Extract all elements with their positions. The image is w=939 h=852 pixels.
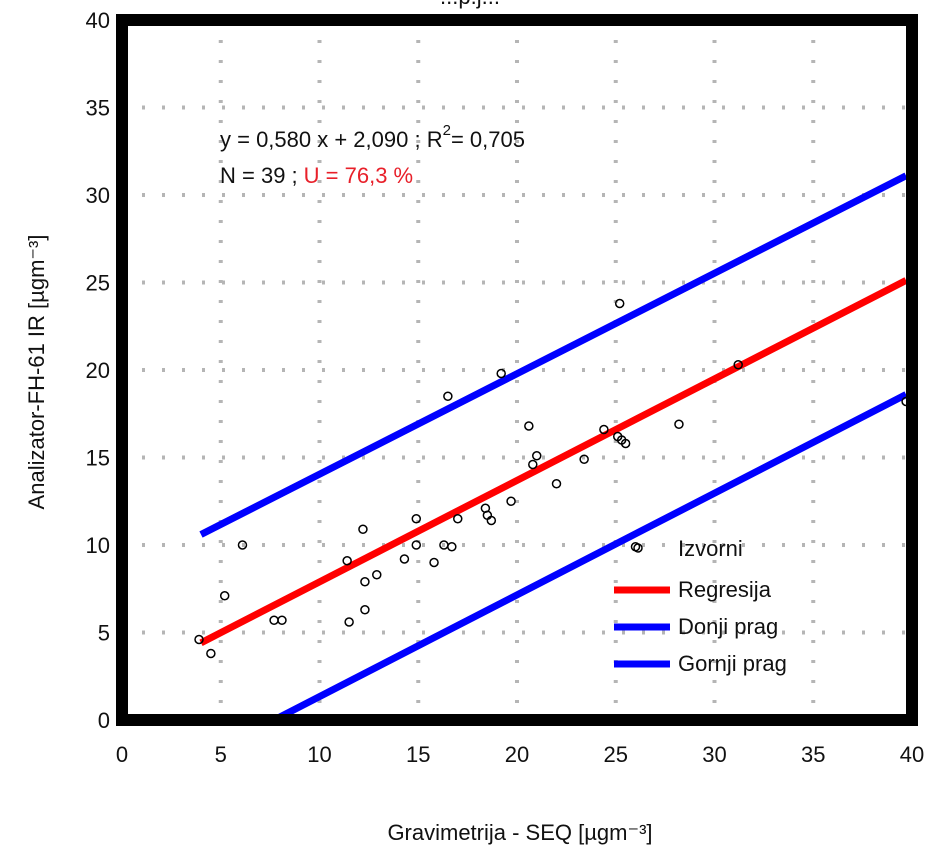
data-point xyxy=(733,360,743,370)
y-tick-labels: 0 5 10 15 20 25 30 35 40 xyxy=(86,8,110,733)
y-tick-label: 30 xyxy=(86,183,110,208)
y-tick-label: 15 xyxy=(86,446,110,471)
x-tick-label: 40 xyxy=(900,742,924,767)
data-point xyxy=(342,556,352,566)
data-point xyxy=(360,577,370,587)
data-point xyxy=(614,298,625,309)
n-count-text: N = 39 ; xyxy=(220,163,298,188)
data-point xyxy=(506,496,516,506)
legend-label-gornji-prag: Gornji prag xyxy=(678,651,787,676)
chart-title-fragment: ...p.j... xyxy=(440,0,500,9)
legend: Izvorni Regresija Donji prag Gornji prag xyxy=(614,536,787,676)
data-point xyxy=(360,605,370,615)
series-line-gornji-prag xyxy=(199,172,908,538)
data-point xyxy=(528,459,538,470)
data-point xyxy=(599,424,609,435)
data-point xyxy=(453,514,463,524)
data-point xyxy=(411,540,422,550)
data-point xyxy=(206,648,216,659)
data-point xyxy=(344,617,354,627)
x-tick-label: 30 xyxy=(702,742,726,767)
y-tick-label: 0 xyxy=(98,708,110,733)
data-point xyxy=(551,479,562,489)
plot-frame xyxy=(116,14,918,726)
data-point xyxy=(277,615,287,625)
data-point xyxy=(429,557,439,568)
x-tick-label: 20 xyxy=(505,742,529,767)
y-tick-label: 10 xyxy=(86,533,110,558)
data-point xyxy=(358,524,368,534)
legend-label-donji-prag: Donji prag xyxy=(678,614,778,639)
series-line-donji-prag xyxy=(272,391,908,724)
x-tick-label: 35 xyxy=(801,742,825,767)
x-tick-label: 15 xyxy=(406,742,430,767)
data-point xyxy=(447,542,457,552)
uncertainty-text: U = 76,3 % xyxy=(304,163,413,188)
data-point xyxy=(399,554,410,564)
data-point xyxy=(411,514,422,524)
x-tick-label: 25 xyxy=(604,742,628,767)
data-point xyxy=(194,634,204,645)
data-point xyxy=(524,421,534,431)
y-tick-label: 25 xyxy=(86,271,110,296)
x-tick-label: 0 xyxy=(116,742,128,767)
y-tick-label: 5 xyxy=(98,621,110,646)
data-point xyxy=(219,591,230,601)
x-tick-label: 5 xyxy=(215,742,227,767)
legend-label-izvorni: Izvorni xyxy=(678,536,743,561)
data-point xyxy=(674,419,684,429)
data-point xyxy=(486,515,497,526)
legend-marker-izvorni xyxy=(633,543,643,553)
data-point xyxy=(237,540,248,550)
data-point xyxy=(496,368,506,379)
series-line-regresija xyxy=(199,277,908,646)
r-squared-value: = 0,705 xyxy=(451,127,525,152)
y-tick-label: 20 xyxy=(86,358,110,383)
n-annotation: N = 39 ; U = 76,3 % xyxy=(220,163,413,188)
equation-annotation: y = 0,580 x + 2,090 ; R2= 0,705 xyxy=(220,122,525,152)
data-point xyxy=(532,451,542,461)
data-point xyxy=(620,438,631,449)
data-point xyxy=(443,391,453,401)
x-axis-title: Gravimetrija - SEQ [µgm⁻³] xyxy=(387,820,652,845)
y-tick-label: 40 xyxy=(86,8,110,33)
series-lines xyxy=(199,172,908,724)
x-tick-labels: 0 5 10 15 20 25 30 35 40 xyxy=(116,742,924,767)
equation-text: y = 0,580 x + 2,090 ; R xyxy=(220,127,443,152)
r-squared-exponent: 2 xyxy=(443,122,451,139)
legend-label-regresija: Regresija xyxy=(678,577,772,602)
y-axis-title: Analizator-FH-61 IR [µgm⁻³] xyxy=(24,235,49,510)
data-points xyxy=(194,298,911,659)
y-tick-label: 35 xyxy=(86,96,110,121)
x-tick-label: 10 xyxy=(307,742,331,767)
data-point xyxy=(372,570,382,580)
data-point xyxy=(269,615,279,625)
data-point xyxy=(579,454,589,464)
